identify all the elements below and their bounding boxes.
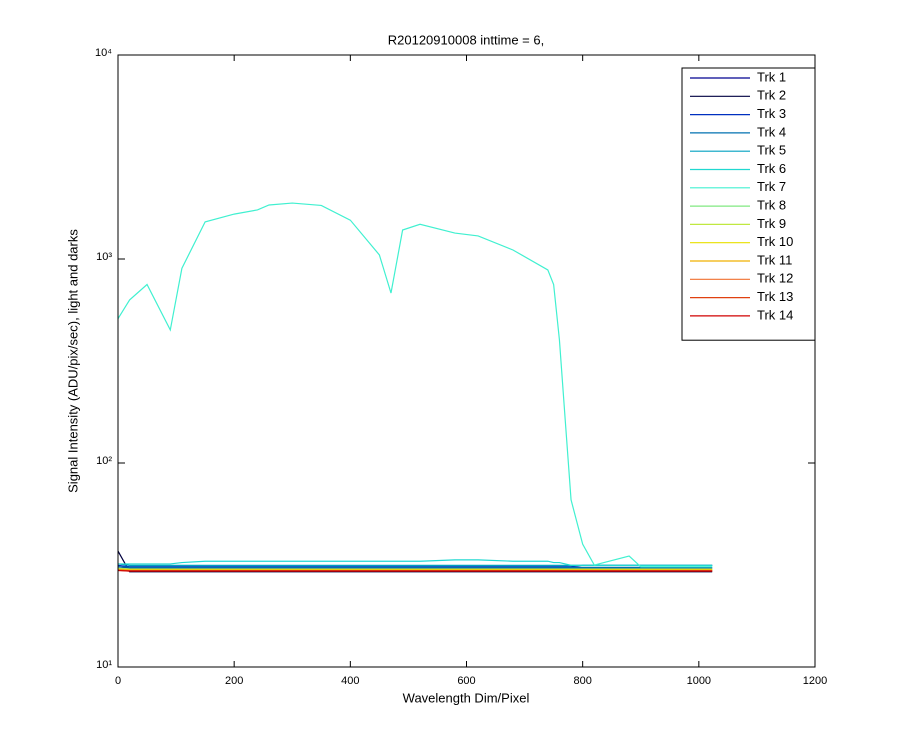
x-tick-label: 600 (457, 675, 475, 687)
series-line (117, 566, 713, 568)
x-tick-label: 1200 (803, 675, 827, 687)
x-tick-label: 1000 (687, 675, 711, 687)
legend-label: Trk 2 (757, 88, 786, 103)
legend-label: Trk 8 (757, 198, 786, 213)
legend-label: Trk 9 (757, 216, 786, 231)
legend-label: Trk 14 (757, 307, 793, 322)
legend-box (681, 67, 816, 341)
x-tick-label: 200 (225, 675, 243, 687)
legend-label: Trk 7 (757, 179, 786, 194)
x-tick-label: 400 (341, 675, 359, 687)
x-tick-label: 0 (115, 675, 121, 687)
legend-label: Trk 3 (757, 106, 786, 121)
y-tick-label: 10¹ (96, 659, 112, 671)
plot-frame (117, 54, 816, 668)
series-line (117, 569, 713, 572)
legend-label: Trk 5 (757, 143, 786, 158)
chart-title: R20120910008 inttime = 6, (388, 32, 544, 47)
series-line (117, 568, 713, 571)
legend-label: Trk 13 (757, 289, 793, 304)
legend-label: Trk 4 (757, 124, 786, 139)
series-line (117, 202, 713, 568)
series-line (117, 550, 713, 573)
y-tick-label: 10⁴ (95, 47, 112, 59)
series-line (117, 567, 713, 570)
legend-label: Trk 1 (757, 69, 786, 84)
x-axis-label: Wavelength Dim/Pixel (403, 690, 530, 705)
y-axis-label: Signal Intensity (ADU/pix/sec), light an… (65, 229, 80, 493)
legend-label: Trk 6 (757, 161, 786, 176)
legend-label: Trk 11 (757, 252, 792, 267)
legend-label: Trk 12 (757, 271, 793, 286)
legend-label: Trk 10 (757, 234, 793, 249)
x-tick-label: 800 (573, 675, 591, 687)
y-tick-label: 10² (96, 455, 112, 467)
y-tick-label: 10³ (96, 251, 112, 263)
